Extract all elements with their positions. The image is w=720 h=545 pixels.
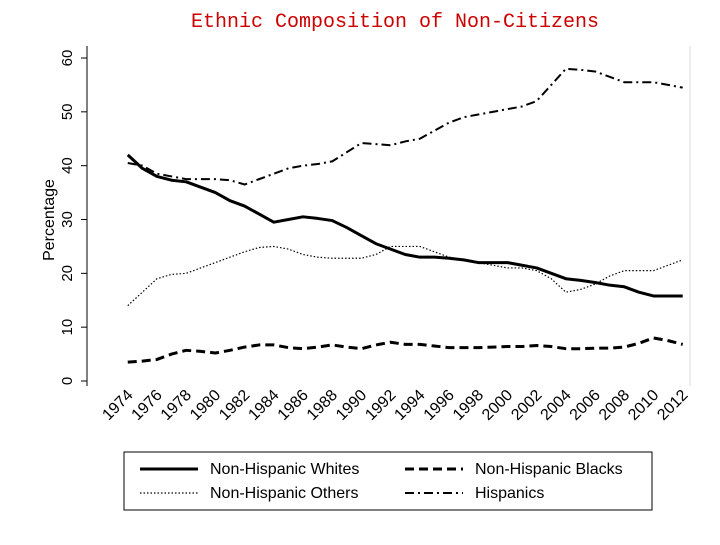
legend-label: Non-Hispanic Blacks — [475, 461, 623, 478]
chart-title: Ethnic Composition of Non-Citizens — [191, 11, 599, 34]
legend-box — [123, 451, 653, 511]
legend-label: Hispanics — [475, 485, 544, 502]
y-tick-label: 60 — [59, 50, 76, 67]
series-line — [127, 67, 683, 186]
y-tick-label: 40 — [59, 157, 76, 174]
y-axis-label: Percentage — [41, 179, 58, 261]
y-tick-label: 10 — [59, 319, 76, 336]
y-tick-label: 30 — [59, 211, 76, 228]
legend-label: Non-Hispanic Whites — [210, 461, 359, 478]
y-tick-label: 50 — [59, 103, 76, 120]
series-line — [126, 153, 683, 298]
y-tick-label: 20 — [59, 265, 76, 282]
series-line — [127, 245, 683, 307]
y-tick-label: 0 — [59, 377, 76, 385]
legend-label: Non-Hispanic Others — [210, 485, 359, 502]
series-line — [127, 336, 684, 364]
